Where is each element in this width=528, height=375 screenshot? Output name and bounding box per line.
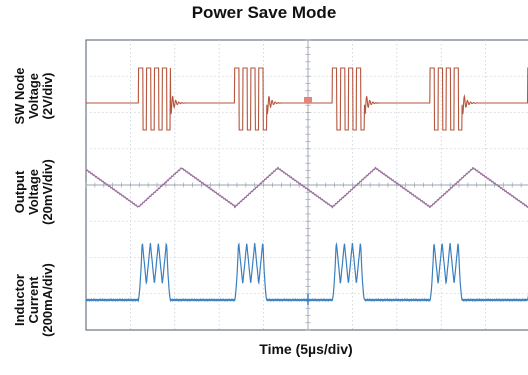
trace-output-voltage bbox=[85, 166, 528, 209]
x-axis-label: Time (5µs/div) bbox=[259, 341, 353, 357]
traces bbox=[85, 67, 528, 305]
chart-title: Power Save Mode bbox=[191, 3, 337, 22]
grid bbox=[85, 39, 528, 331]
trigger-marker bbox=[304, 97, 312, 103]
